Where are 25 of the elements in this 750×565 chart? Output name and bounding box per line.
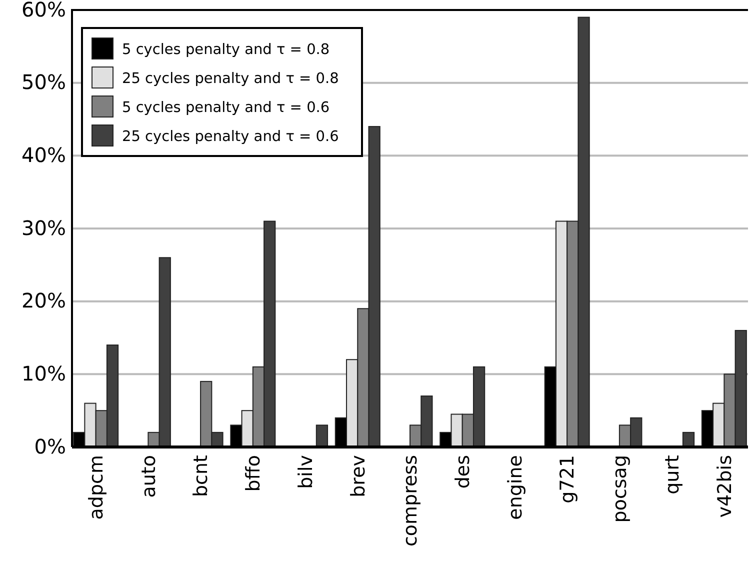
y-tick-label: 60%	[22, 0, 66, 22]
x-tick-label: v42bis	[714, 455, 736, 518]
legend-label: 25 cycles penalty and τ = 0.6	[122, 129, 339, 145]
x-tick-label: qurt	[661, 455, 684, 494]
bar	[316, 424, 328, 448]
x-tick-label: bffo	[242, 455, 265, 492]
y-tick-label: 30%	[22, 216, 66, 240]
legend-label: 5 cycles penalty and τ = 0.6	[122, 100, 330, 116]
x-tick-label: g721	[556, 455, 579, 504]
legend-label: 5 cycles penalty and τ = 0.8	[122, 42, 330, 58]
legend-label: 25 cycles penalty and τ = 0.8	[122, 71, 339, 87]
x-tick-label: engine	[504, 455, 526, 520]
y-tick-label: 40%	[22, 143, 66, 168]
x-tick-label: bilv	[294, 455, 317, 489]
x-tick-label: des	[452, 455, 474, 489]
y-tick-label: 20%	[22, 288, 66, 313]
x-tick-label: adpcm	[85, 455, 108, 520]
x-tick-label: bcnt	[190, 455, 212, 497]
y-tick-label: 50%	[22, 70, 66, 94]
y-tick-label: 10%	[22, 362, 66, 386]
x-tick-label: pocsag	[609, 455, 632, 523]
x-tick-label: compress	[400, 455, 422, 547]
x-tick-label: auto	[138, 455, 160, 498]
y-tick-label: 0%	[34, 434, 66, 458]
x-tick-label: brev	[347, 455, 370, 498]
